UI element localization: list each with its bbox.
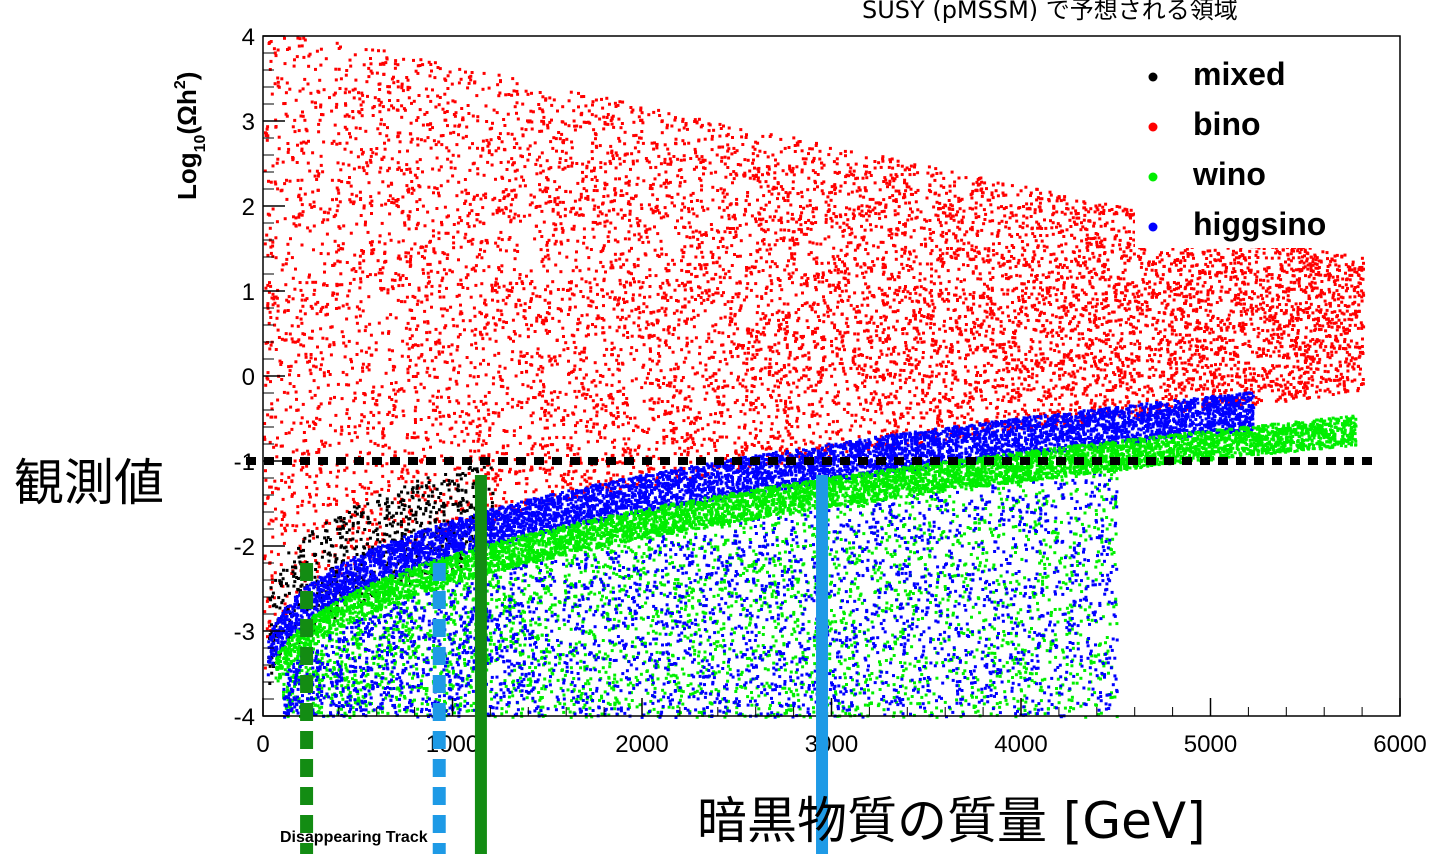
y-tick-label: 0 [242, 364, 255, 391]
legend-marker-higgsino [1149, 223, 1158, 232]
legend-label-higgsino: higgsino [1193, 206, 1326, 242]
x-axis-label: 暗黒物質の質量 [GeV] [697, 792, 1206, 850]
y-tick-label: -2 [234, 534, 255, 561]
x-tick-label: 4000 [994, 731, 1047, 758]
observed-value-label: 観測値 [14, 454, 164, 512]
y-tick-label: 2 [242, 194, 255, 221]
y-tick-label: -3 [234, 619, 255, 646]
x-tick-label: 2000 [615, 731, 668, 758]
legend-label-mixed: mixed [1193, 56, 1285, 92]
y-tick-label: 4 [242, 24, 255, 51]
x-tick-label: 0 [256, 731, 269, 758]
x-tick-label: 3000 [805, 731, 858, 758]
y-tick-label: 1 [242, 279, 255, 306]
legend-label-wino: wino [1192, 156, 1266, 192]
legend-marker-bino [1149, 123, 1158, 132]
legend-label-bino: bino [1193, 106, 1261, 142]
chart-title: SUSY (pMSSM) で予想される領域 [862, 0, 1238, 24]
legend-marker-wino [1149, 173, 1158, 182]
y-tick-label: 3 [242, 109, 255, 136]
y-tick-label: -4 [234, 704, 255, 731]
x-tick-label: 6000 [1373, 731, 1426, 758]
disappearing-track-label: Disappearing Track [280, 829, 428, 846]
x-tick-label: 5000 [1184, 731, 1237, 758]
legend-marker-mixed [1149, 73, 1158, 82]
y-axis-label: Log10(Ωh2) [172, 72, 209, 200]
